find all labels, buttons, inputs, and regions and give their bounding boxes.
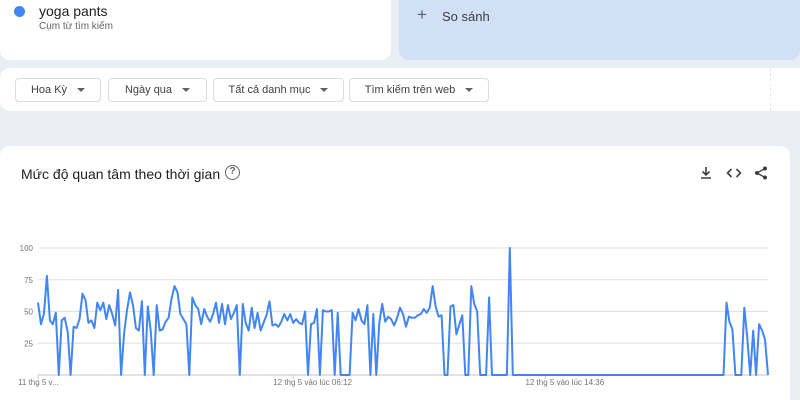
download-icon xyxy=(701,167,711,179)
share-icon xyxy=(755,166,767,180)
embed-button[interactable] xyxy=(725,164,743,182)
filter-search-type-dropdown[interactable]: Tìm kiếm trên web xyxy=(349,78,489,102)
chart-title: Mức độ quan tâm theo thời gian xyxy=(21,166,221,182)
help-circle-icon[interactable]: ? xyxy=(225,165,240,180)
filter-bar-edge xyxy=(770,68,800,111)
filter-time-label: Ngày qua xyxy=(124,84,173,96)
interest-over-time-card: Mức độ quan tâm theo thời gian ? 100 75 50… xyxy=(0,146,790,400)
chevron-down-icon xyxy=(77,88,86,92)
filter-category-label: Tất cả danh mục xyxy=(228,84,311,96)
embed-code-icon xyxy=(726,168,742,178)
chevron-down-icon xyxy=(182,88,191,92)
y-tick-label: 75 xyxy=(24,276,33,285)
x-tick-label: 12 thg 5 vào lúc 06:12 xyxy=(273,378,352,387)
chevron-down-icon xyxy=(465,88,474,92)
filter-region-dropdown[interactable]: Hoa Kỳ xyxy=(15,78,101,102)
download-button[interactable] xyxy=(697,164,715,182)
filter-bar: Hoa Kỳ Ngày qua Tất cả danh mục Tìm kiếm… xyxy=(0,68,800,111)
x-tick-label: 11 thg 5 v... xyxy=(18,378,59,387)
y-tick-label: 100 xyxy=(20,244,34,253)
filter-search-type-label: Tìm kiếm trên web xyxy=(364,84,456,96)
compare-button[interactable]: + So sánh xyxy=(399,0,800,60)
search-term-subtitle: Cụm từ tìm kiếm xyxy=(39,21,113,32)
chevron-down-icon xyxy=(320,88,329,92)
series-line xyxy=(37,247,769,376)
filter-category-dropdown[interactable]: Tất cả danh mục xyxy=(213,78,344,102)
y-tick-label: 50 xyxy=(24,308,33,317)
plus-icon: + xyxy=(417,5,427,24)
compare-label: So sánh xyxy=(442,9,490,24)
filter-region-label: Hoa Kỳ xyxy=(30,84,68,96)
x-tick-label: 12 thg 5 vào lúc 14:36 xyxy=(525,378,604,387)
interest-line-chart: 100 75 50 25 11 thg 5 v... 12 thg 5 vào lúc 0… xyxy=(18,244,769,387)
share-button[interactable] xyxy=(752,164,770,182)
filter-time-dropdown[interactable]: Ngày qua xyxy=(108,78,207,102)
search-term-card[interactable]: yoga pants Cụm từ tìm kiếm xyxy=(0,0,391,60)
series-color-dot xyxy=(14,6,25,17)
search-term-name[interactable]: yoga pants xyxy=(39,3,108,19)
y-tick-label: 25 xyxy=(24,339,33,348)
